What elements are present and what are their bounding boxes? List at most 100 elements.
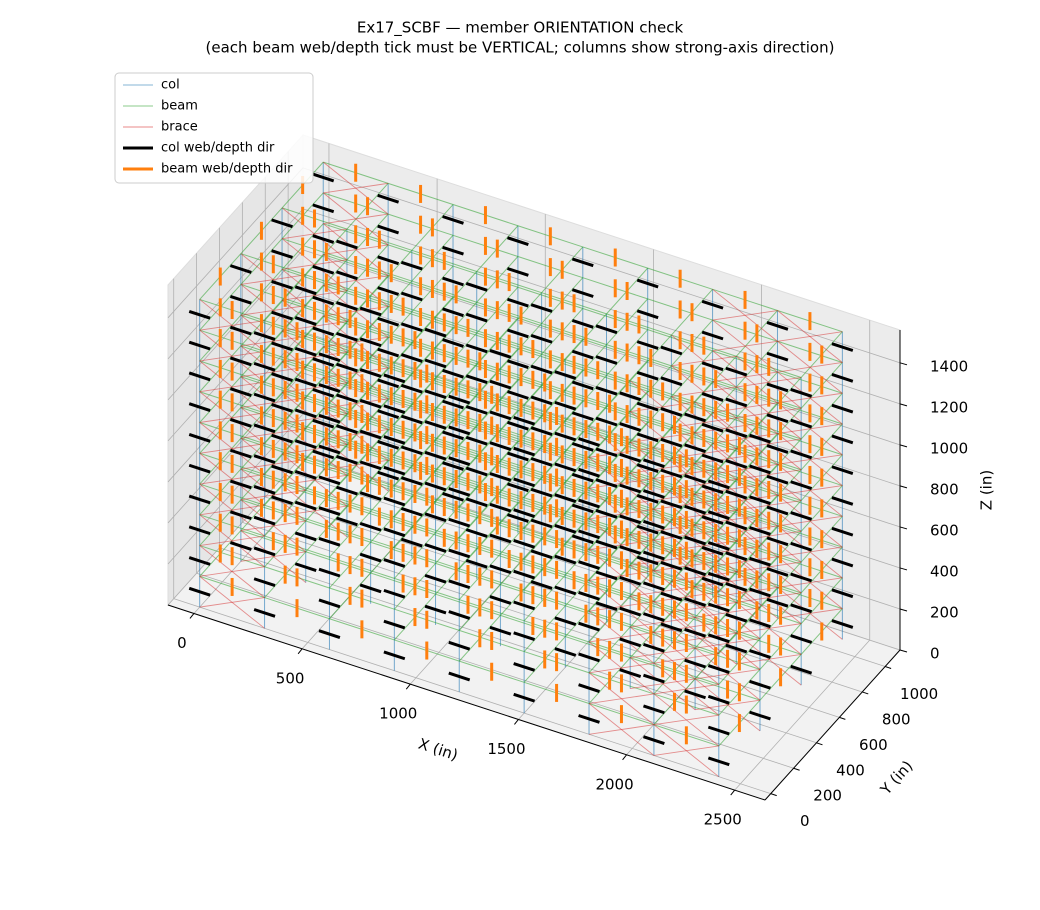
- col-web-tick: [383, 558, 406, 568]
- col-web-tick: [571, 288, 594, 298]
- col-web-tick: [578, 529, 600, 540]
- z-tick-label: 400: [930, 562, 959, 580]
- col-web-tick: [448, 394, 471, 405]
- brace: [588, 703, 655, 756]
- col-web-tick: [465, 405, 488, 415]
- col-web-tick: [790, 603, 813, 614]
- col-web-tick: [684, 597, 707, 607]
- col-web-tick: [571, 257, 594, 268]
- col-web-tick: [312, 264, 335, 275]
- col-web-tick: [377, 255, 400, 266]
- col-web-tick: [377, 193, 400, 204]
- col-web-tick: [684, 689, 707, 700]
- col-web-tick: [595, 324, 618, 335]
- z-grid-line: [167, 167, 304, 319]
- col-web-tick: [571, 380, 594, 391]
- col-web-tick: [312, 295, 335, 306]
- col-web-tick: [660, 468, 683, 479]
- col-web-tick: [619, 422, 642, 432]
- col-web-tick: [790, 480, 813, 491]
- col-web-tick: [188, 371, 211, 382]
- col-web-tick: [749, 710, 771, 721]
- col-web-tick: [684, 504, 707, 515]
- col-web-tick: [619, 391, 642, 402]
- col-web-tick: [442, 338, 464, 348]
- x-tick: [514, 719, 519, 725]
- col-web-tick: [831, 619, 854, 629]
- chart-subtitle: (each beam web/depth tick must be VERTIC…: [206, 39, 835, 57]
- brace: [671, 457, 737, 511]
- col-web-tick: [489, 625, 512, 636]
- col-web-tick: [318, 598, 341, 609]
- col-web-tick: [465, 435, 488, 446]
- brace: [736, 386, 802, 440]
- col-web-tick: [707, 725, 730, 736]
- col-web-tick: [725, 612, 748, 623]
- col-web-tick: [660, 622, 683, 633]
- brace: [653, 724, 720, 778]
- brace: [653, 693, 720, 747]
- col-web-tick: [188, 556, 211, 566]
- z-tick: [899, 444, 908, 448]
- col-web-tick: [506, 267, 529, 277]
- col-web-tick: [188, 494, 211, 505]
- col-web-tick: [554, 554, 577, 565]
- brace: [281, 392, 348, 445]
- col-web-tick: [442, 307, 464, 318]
- col-web-tick: [377, 316, 400, 327]
- brace: [777, 494, 843, 548]
- col-web-tick: [513, 539, 536, 549]
- col-web-tick: [595, 509, 618, 519]
- col-web-tick: [619, 483, 642, 494]
- col-web-tick: [766, 505, 789, 516]
- col-web-tick: [312, 388, 335, 398]
- col-web-tick: [831, 434, 854, 445]
- col-web-tick: [749, 649, 771, 659]
- z-tick-label: 200: [930, 603, 959, 621]
- col-web-tick: [766, 351, 789, 362]
- col-web-tick: [377, 409, 400, 419]
- z-tick: [899, 362, 908, 366]
- col-web-tick: [271, 249, 293, 259]
- col-web-tick: [660, 561, 683, 571]
- col-web-tick: [660, 376, 683, 387]
- col-web-tick: [619, 637, 642, 648]
- brace: [671, 488, 737, 542]
- col-web-tick: [595, 601, 618, 612]
- brace: [653, 447, 720, 501]
- col-web-tick: [642, 550, 665, 561]
- col-web-tick: [229, 264, 252, 274]
- y-tick: [862, 691, 869, 695]
- col-web-tick: [383, 527, 406, 538]
- col-web-tick: [595, 478, 618, 488]
- brace: [736, 632, 802, 686]
- col-web-tick: [465, 466, 488, 477]
- col-web-tick: [294, 470, 317, 480]
- col-web-tick: [595, 447, 618, 458]
- col-web-tick: [766, 321, 789, 331]
- brace: [240, 407, 307, 460]
- z-tick: [899, 485, 908, 489]
- col-web-tick: [312, 172, 335, 183]
- col-web-tick: [513, 692, 536, 703]
- col-web-tick: [400, 414, 423, 425]
- col-web-tick: [701, 422, 724, 433]
- brace: [629, 626, 696, 680]
- brace: [240, 376, 307, 430]
- brace: [671, 396, 737, 449]
- col-web-tick: [359, 306, 382, 317]
- legend-box: [114, 72, 314, 184]
- col-web-tick: [400, 260, 423, 271]
- brace: [322, 346, 389, 400]
- col-web-tick: [578, 498, 600, 509]
- col-web-tick: [253, 485, 276, 495]
- col-web-tick: [513, 569, 536, 580]
- col-web-tick: [271, 341, 293, 352]
- col-web-tick: [684, 627, 707, 638]
- brace: [629, 442, 696, 495]
- col-web-tick: [448, 610, 471, 620]
- col-web-tick: [383, 650, 406, 661]
- brace: [629, 380, 696, 434]
- x-tick: [730, 789, 736, 796]
- z-tick-label: 1200: [930, 398, 968, 416]
